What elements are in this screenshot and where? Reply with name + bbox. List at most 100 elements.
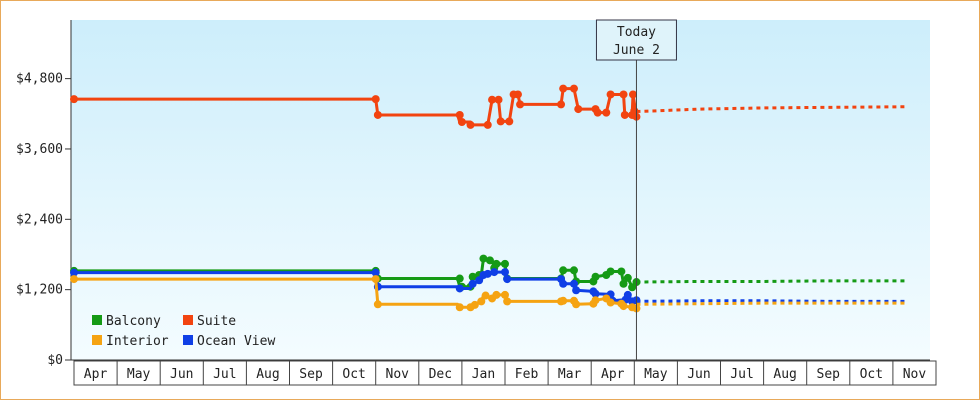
- data-point-interior: [591, 296, 600, 305]
- data-point-ocean-view: [591, 289, 600, 298]
- x-tick-label: Apr: [601, 367, 625, 382]
- data-point-interior: [492, 290, 501, 299]
- legend-swatch-ocean-view: [183, 335, 193, 345]
- y-tick-label: $1,200: [16, 283, 63, 298]
- data-point-ocean-view: [371, 268, 380, 277]
- today-marker: Today June 2: [595, 19, 677, 360]
- series-forecast-interior: [636, 301, 906, 306]
- legend-label-suite: Suite: [197, 314, 236, 329]
- data-point-balcony: [485, 256, 494, 265]
- data-point-suite: [494, 95, 503, 104]
- legend-label-interior: Interior: [106, 334, 169, 349]
- data-point-interior: [619, 302, 628, 311]
- data-point-suite: [619, 90, 628, 99]
- data-point-ocean-view: [572, 286, 581, 295]
- data-point-balcony: [591, 272, 600, 281]
- data-point-balcony: [619, 279, 628, 288]
- data-point-suite: [496, 117, 505, 126]
- x-tick-label: May: [644, 367, 668, 382]
- x-tick-label: Feb: [515, 367, 539, 382]
- data-point-interior: [373, 300, 382, 309]
- series-forecast-suite: [636, 105, 906, 113]
- data-point-suite: [516, 100, 525, 109]
- axes: $0 $1,200 $2,400 $3,600 $4,800 Apr May Jun Jul Au…: [16, 20, 937, 386]
- data-point-balcony: [468, 272, 477, 281]
- data-point-suite: [505, 117, 514, 126]
- x-tick-label: Apr: [84, 367, 108, 382]
- x-tick-label: Sep: [299, 367, 323, 382]
- data-point-balcony: [628, 283, 637, 292]
- data-point-balcony: [492, 259, 501, 268]
- data-point-interior: [70, 275, 78, 284]
- data-point-suite: [629, 90, 638, 99]
- today-date-label: June 2: [613, 43, 660, 58]
- y-tick-label: $0: [47, 353, 63, 368]
- x-tick-label: Aug: [256, 367, 279, 382]
- x-tick-label: Jun: [687, 367, 710, 382]
- data-point-balcony: [559, 266, 568, 275]
- data-point-interior: [481, 291, 490, 300]
- x-tick-label: Jan: [472, 367, 495, 382]
- series-layer: [70, 84, 906, 313]
- data-point-ocean-view: [475, 276, 484, 285]
- x-tick-label: Dec: [429, 367, 452, 382]
- data-point-interior: [371, 275, 380, 284]
- data-point-ocean-view: [483, 269, 492, 278]
- data-point-suite: [455, 110, 464, 119]
- x-tick-label: Mar: [558, 367, 582, 382]
- data-point-suite: [620, 110, 629, 119]
- y-tick-label: $4,800: [16, 72, 63, 87]
- legend-swatch-suite: [183, 315, 193, 325]
- x-tick-label: Oct: [860, 367, 883, 382]
- data-point-ocean-view: [490, 268, 499, 277]
- data-point-suite: [559, 84, 568, 93]
- data-point-suite: [466, 120, 475, 129]
- data-point-interior: [606, 298, 615, 307]
- data-point-ocean-view: [569, 279, 578, 288]
- x-tick-label: Jul: [213, 367, 236, 382]
- data-point-suite: [457, 118, 466, 126]
- data-point-balcony: [569, 266, 578, 275]
- x-tick-label: Aug: [773, 367, 796, 382]
- data-point-balcony: [455, 274, 464, 283]
- data-point-interior: [559, 296, 568, 305]
- plot-background: [71, 20, 930, 360]
- data-point-suite: [513, 90, 522, 99]
- data-point-ocean-view: [503, 275, 512, 284]
- data-point-interior: [455, 303, 464, 312]
- legend-swatch-interior: [92, 335, 102, 345]
- data-point-balcony: [606, 267, 615, 276]
- x-tick-label: Jul: [730, 367, 753, 382]
- series-forecast-balcony: [636, 279, 906, 284]
- data-point-suite: [557, 100, 566, 109]
- legend: Balcony Suite Interior Ocean View: [92, 314, 275, 349]
- x-tick-label: Nov: [903, 367, 927, 382]
- data-point-suite: [593, 108, 602, 117]
- data-point-interior: [503, 297, 512, 306]
- data-point-balcony: [617, 267, 626, 276]
- y-tick-label: $2,400: [16, 212, 63, 227]
- data-point-suite: [488, 95, 497, 104]
- data-point-suite: [371, 95, 380, 104]
- data-point-suite: [373, 110, 382, 119]
- data-point-ocean-view: [468, 279, 477, 288]
- legend-label-balcony: Balcony: [106, 314, 161, 329]
- data-point-suite: [574, 105, 583, 114]
- data-point-suite: [602, 108, 611, 117]
- x-tick-label: Jun: [170, 367, 193, 382]
- x-tick-label: Nov: [386, 367, 410, 382]
- today-label: Today: [617, 25, 656, 40]
- legend-swatch-balcony: [92, 315, 102, 325]
- x-tick-label: Sep: [817, 367, 841, 382]
- data-point-interior: [470, 300, 479, 309]
- data-point-balcony: [623, 273, 632, 282]
- data-point-suite: [569, 84, 578, 93]
- data-point-suite: [606, 90, 615, 99]
- data-point-ocean-view: [559, 279, 568, 288]
- data-point-suite: [70, 95, 78, 104]
- data-point-balcony: [501, 259, 509, 268]
- y-tick-label: $3,600: [16, 142, 63, 157]
- data-point-interior: [477, 297, 486, 306]
- data-point-ocean-view: [70, 268, 78, 277]
